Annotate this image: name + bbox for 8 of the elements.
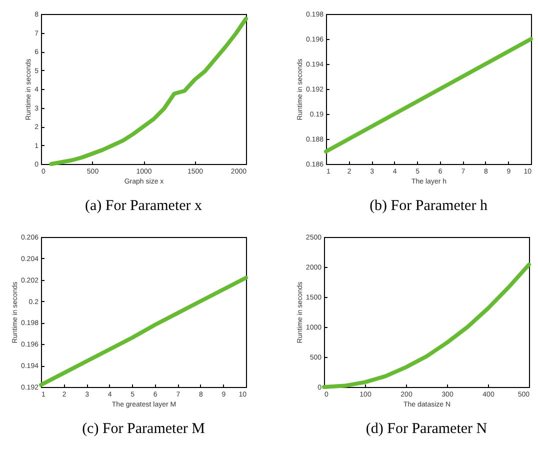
text: (b) For Parameter h [370, 198, 488, 214]
line-series [49, 16, 248, 166]
line-series [322, 262, 531, 389]
text: (a) For Parameter x [84, 198, 203, 214]
text: (c) For Parameter M [82, 421, 205, 437]
line-series [324, 37, 533, 154]
line-series [39, 276, 248, 387]
text: (d) For Parameter N [366, 421, 488, 437]
